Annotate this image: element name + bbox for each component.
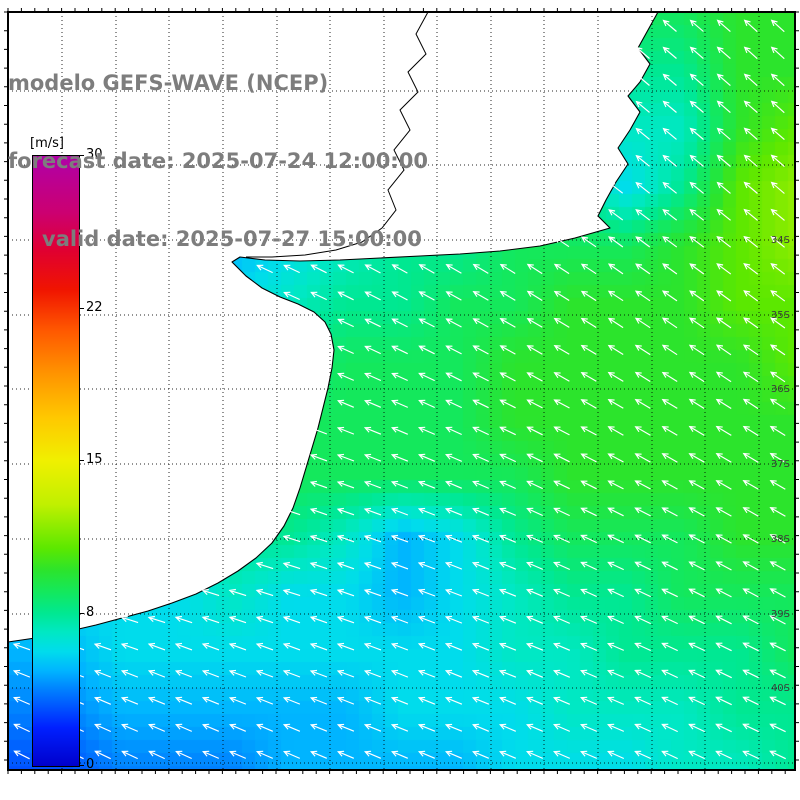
colorbar-tick-mark bbox=[79, 765, 84, 766]
wind-arrow-layer bbox=[12, 19, 786, 760]
lat-label: 37S bbox=[771, 459, 790, 470]
map-frame bbox=[7, 11, 796, 771]
colorbar-unit-label: [m/s] bbox=[30, 136, 64, 151]
colorbar-tick-label: 15 bbox=[86, 452, 103, 467]
land-polygon bbox=[7, 11, 659, 643]
lat-label: 36S bbox=[771, 384, 790, 395]
lat-label: 34S bbox=[771, 235, 790, 246]
river-border-line bbox=[246, 11, 429, 258]
model-title: modelo GEFS-WAVE (NCEP) bbox=[8, 71, 329, 95]
chart-titles: modelo GEFS-WAVE (NCEP) forecast date: 2… bbox=[8, 18, 428, 304]
frame-tick-marks bbox=[4, 8, 799, 774]
colorbar: [m/s] 30 22 15 8 0 bbox=[30, 136, 103, 772]
valid-date: valid date: 2025-07-27 15:00:00 bbox=[42, 227, 422, 251]
colorbar-tick-mark bbox=[79, 460, 84, 461]
colorbar-tick-label: 30 bbox=[86, 147, 103, 162]
lat-label: 38S bbox=[771, 534, 790, 545]
colorbar-tick-label: 0 bbox=[86, 757, 95, 772]
colorbar-tick-mark bbox=[79, 307, 84, 309]
colorbar-tick-mark bbox=[79, 612, 84, 614]
colorbar-tick-label: 8 bbox=[86, 604, 95, 620]
colorbar-gradient bbox=[32, 155, 80, 767]
colorbar-tick-label: 22 bbox=[86, 299, 103, 315]
lat-label: 40S bbox=[771, 683, 790, 694]
colorbar-tick-mark bbox=[79, 155, 84, 156]
lat-label: 39S bbox=[771, 609, 790, 620]
lat-label: 35S bbox=[771, 310, 790, 321]
forecast-date: forecast date: 2025-07-24 12:00:00 bbox=[8, 149, 428, 173]
